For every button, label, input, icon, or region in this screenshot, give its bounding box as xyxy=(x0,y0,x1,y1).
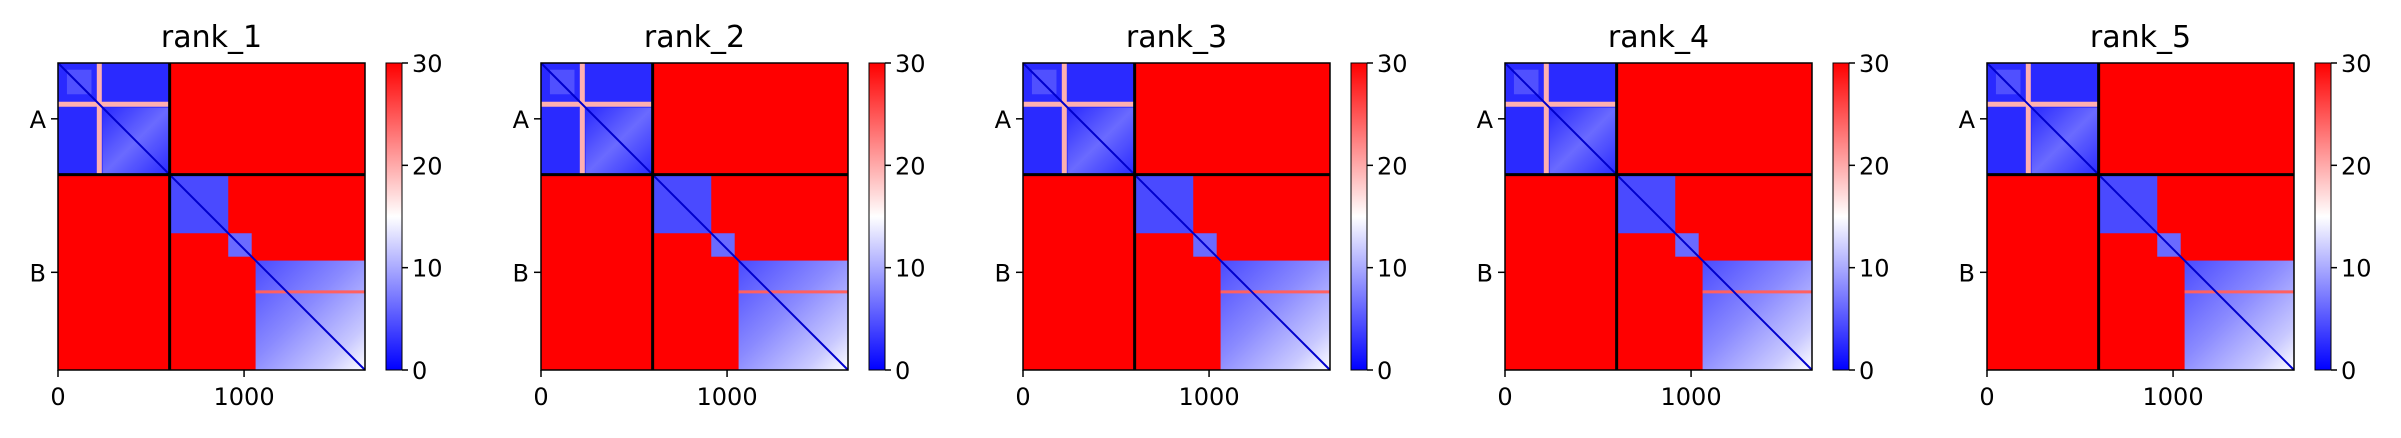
y-tick-label: A xyxy=(513,106,530,134)
colorbar-tick-label: 0 xyxy=(895,357,910,385)
panel-title: rank_4 xyxy=(1608,20,1709,55)
colorbar-tick-label: 30 xyxy=(2341,50,2372,78)
panel-title: rank_1 xyxy=(161,20,262,55)
colorbar-tick-label: 30 xyxy=(1859,50,1890,78)
y-tick-label: B xyxy=(1477,259,1493,287)
chain-a-domain xyxy=(66,69,92,95)
colorbar-tick-label: 0 xyxy=(1859,357,1874,385)
heatmap-frame xyxy=(1022,62,1331,371)
panel-rank_5: rank_5 0 1000 A B 0 10 20 30 xyxy=(1959,20,2372,411)
panel-rank_3: rank_3 0 1000 A B 0 10 20 30 xyxy=(995,20,1408,411)
x-tick-label: 0 xyxy=(533,383,548,411)
heatmap-frame xyxy=(57,62,366,371)
panel-title: rank_2 xyxy=(644,20,745,55)
x-tick-label: 1000 xyxy=(1179,383,1240,411)
y-tick-label: A xyxy=(1959,106,1976,134)
heatmap-frame xyxy=(540,62,849,371)
colorbar-tick-label: 20 xyxy=(1859,152,1890,180)
diagonal-line xyxy=(1986,62,2295,371)
colorbar-tick-label: 10 xyxy=(412,255,443,283)
colorbar-tick-label: 0 xyxy=(412,357,427,385)
panel-rank_1: rank_1 0 1000 A B 0 10 20 30 xyxy=(30,20,443,411)
x-tick-label: 1000 xyxy=(1661,383,1722,411)
panel-rank_4: rank_4 0 1000 A B 0 10 20 30 xyxy=(1477,20,1890,411)
colorbar xyxy=(2314,62,2332,371)
heatmap-frame xyxy=(1504,62,1813,371)
y-tick-label: A xyxy=(995,106,1012,134)
colorbar-tick-label: 10 xyxy=(2341,255,2372,283)
y-tick-label: B xyxy=(995,259,1011,287)
heatmap-frame xyxy=(1986,62,2295,371)
chain-a-domain xyxy=(1513,69,1539,95)
y-tick-label: A xyxy=(30,106,47,134)
x-tick-label: 0 xyxy=(1497,383,1512,411)
x-tick-label: 0 xyxy=(1979,383,1994,411)
colorbar-tick-label: 0 xyxy=(1377,357,1392,385)
chain-a-domain xyxy=(1031,69,1057,95)
x-tick-label: 1000 xyxy=(214,383,275,411)
y-tick-label: A xyxy=(1477,106,1494,134)
y-tick-label: B xyxy=(513,259,529,287)
panel-title: rank_3 xyxy=(1126,20,1227,55)
colorbar-tick-label: 10 xyxy=(1377,255,1408,283)
diagonal-line xyxy=(57,62,366,371)
colorbar xyxy=(1350,62,1368,371)
colorbar xyxy=(385,62,403,371)
panel-rank_2: rank_2 0 1000 A B 0 10 20 30 xyxy=(513,20,926,411)
colorbar-tick-label: 20 xyxy=(2341,152,2372,180)
diagonal-line xyxy=(1022,62,1331,371)
chain-a-domain xyxy=(1995,69,2021,95)
x-tick-label: 0 xyxy=(50,383,65,411)
colorbar-tick-label: 30 xyxy=(1377,50,1408,78)
x-tick-label: 1000 xyxy=(2143,383,2204,411)
colorbar-tick-label: 0 xyxy=(2341,357,2356,385)
colorbar-tick-label: 30 xyxy=(412,50,443,78)
panel-title: rank_5 xyxy=(2090,20,2191,55)
colorbar xyxy=(868,62,886,371)
diagonal-line xyxy=(1504,62,1813,371)
colorbar-tick-label: 10 xyxy=(1859,255,1890,283)
colorbar-tick-label: 20 xyxy=(895,152,926,180)
colorbar xyxy=(1832,62,1850,371)
chain-a-domain xyxy=(549,69,575,95)
colorbar-tick-label: 30 xyxy=(895,50,926,78)
x-tick-label: 1000 xyxy=(697,383,758,411)
y-tick-label: B xyxy=(1959,259,1975,287)
y-tick-label: B xyxy=(30,259,46,287)
diagonal-line xyxy=(540,62,849,371)
colorbar-tick-label: 10 xyxy=(895,255,926,283)
colorbar-tick-label: 20 xyxy=(412,152,443,180)
colorbar-tick-label: 20 xyxy=(1377,152,1408,180)
x-tick-label: 0 xyxy=(1015,383,1030,411)
